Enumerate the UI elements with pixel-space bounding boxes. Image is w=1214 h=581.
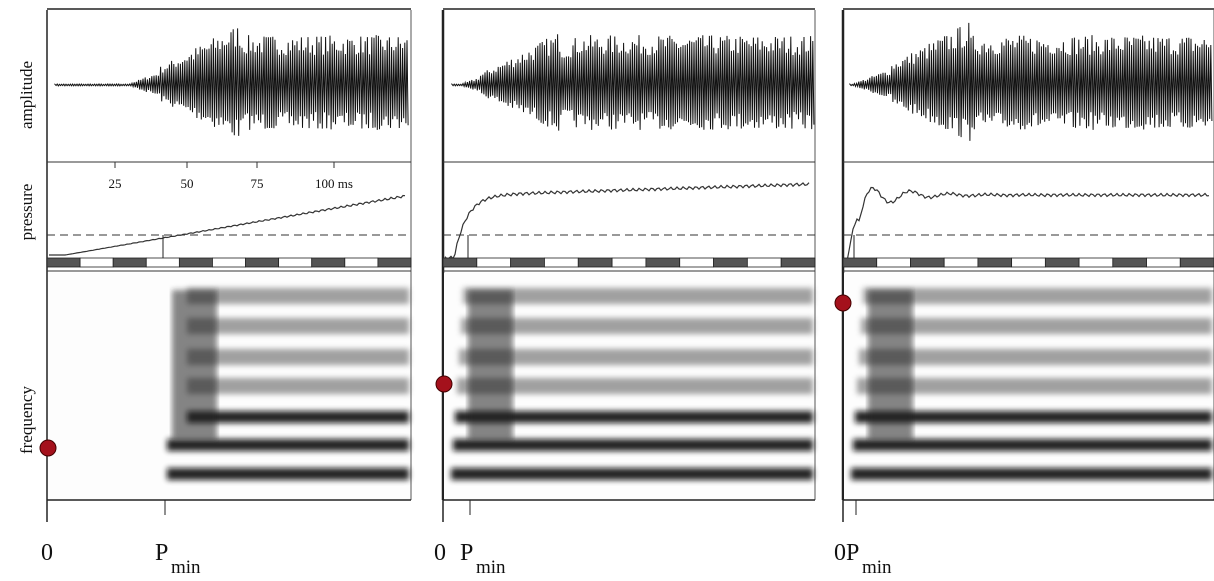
harmonic <box>187 349 409 365</box>
scale-segment <box>746 257 782 268</box>
time-tick-label: 100 ms <box>315 176 353 191</box>
pmin-label: P <box>846 540 859 566</box>
harmonic <box>167 439 409 451</box>
scale-segment <box>544 257 579 268</box>
pmin-subscript: min <box>476 557 506 578</box>
scale-segment <box>112 257 147 268</box>
pmin-subscript: min <box>862 557 892 578</box>
onset-blob <box>868 290 913 440</box>
onset-dot <box>435 375 453 393</box>
scale-segment <box>145 257 180 268</box>
harmonic <box>187 318 409 334</box>
scale-segment <box>1011 257 1046 268</box>
scale-segment <box>977 257 1013 268</box>
scale-segment <box>79 257 114 268</box>
scale-segment <box>311 257 346 268</box>
harmonic <box>851 468 1212 480</box>
scale-segment <box>1112 257 1147 268</box>
pmin-label: P <box>460 540 473 566</box>
onset-blob <box>468 290 513 440</box>
harmonic <box>863 288 1212 304</box>
zero-label: 0 <box>834 540 846 566</box>
harmonic <box>187 378 409 394</box>
scale-segment <box>910 257 945 268</box>
scale-segment <box>245 257 280 268</box>
scale-segment <box>943 257 979 268</box>
harmonic <box>859 349 1212 365</box>
scale-segment <box>577 257 613 268</box>
harmonic <box>451 468 813 480</box>
harmonic <box>455 411 813 423</box>
time-tick-label: 75 <box>251 176 264 191</box>
scale-segment <box>278 257 313 268</box>
scale-segment <box>645 257 681 268</box>
pmin-subscript: min <box>171 557 201 578</box>
scale-segment <box>212 257 246 268</box>
harmonic <box>459 349 813 365</box>
pressure-curve <box>444 182 810 260</box>
zero-label: 0 <box>434 540 446 566</box>
harmonic <box>167 468 409 480</box>
frequency-label: frequency <box>17 386 36 454</box>
harmonic <box>187 288 409 304</box>
harmonic <box>187 411 409 423</box>
scale-segment <box>1044 257 1080 268</box>
scale-segment <box>442 257 478 268</box>
scale-segment <box>377 257 412 268</box>
scale-segment <box>178 257 213 268</box>
harmonic <box>453 439 813 451</box>
waveform <box>54 28 409 136</box>
scale-segment <box>780 257 816 268</box>
scale-segment <box>1078 257 1114 268</box>
harmonic <box>857 378 1212 394</box>
amplitude-label: amplitude <box>17 61 36 129</box>
waveform <box>849 22 1213 141</box>
zero-label: 0 <box>41 540 53 566</box>
scale-segment <box>1179 257 1214 268</box>
scale-segment <box>842 257 878 268</box>
scale-segment <box>344 257 379 268</box>
harmonic <box>461 318 813 334</box>
time-tick-label: 25 <box>109 176 122 191</box>
scale-segment <box>1146 257 1181 268</box>
scale-segment <box>510 257 545 268</box>
scale-segment <box>876 257 911 268</box>
harmonic <box>853 439 1212 451</box>
pressure-label: pressure <box>17 184 36 241</box>
harmonic <box>463 288 813 304</box>
pressure-curve <box>844 186 1210 266</box>
scale-segment <box>476 257 512 268</box>
scale-segment <box>611 257 647 268</box>
time-tick-label: 50 <box>181 176 194 191</box>
onset-dot <box>39 439 57 457</box>
onset-blob <box>172 290 217 440</box>
scale-segment <box>713 257 748 268</box>
waveform <box>451 34 815 131</box>
scale-segment <box>46 257 81 268</box>
scale-segment <box>679 257 714 268</box>
harmonic <box>457 378 813 394</box>
harmonic <box>861 318 1212 334</box>
onset-dot <box>834 294 852 312</box>
pressure-curve <box>49 194 406 256</box>
harmonic <box>855 411 1212 423</box>
pmin-label: P <box>155 540 168 566</box>
